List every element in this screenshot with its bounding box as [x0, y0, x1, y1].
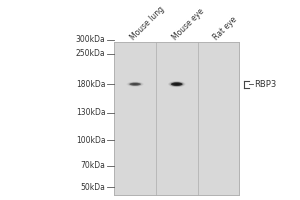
Ellipse shape	[171, 82, 182, 86]
Ellipse shape	[169, 81, 185, 87]
Ellipse shape	[129, 82, 142, 86]
Text: 250kDa: 250kDa	[76, 49, 105, 58]
Text: 300kDa: 300kDa	[76, 35, 105, 44]
Text: 100kDa: 100kDa	[76, 136, 105, 145]
Text: Mouse lung: Mouse lung	[129, 4, 166, 42]
Ellipse shape	[170, 82, 183, 86]
Ellipse shape	[130, 83, 140, 86]
Bar	[198, 42, 239, 195]
Text: Rat eye: Rat eye	[212, 15, 239, 42]
Bar	[156, 42, 198, 195]
Ellipse shape	[175, 83, 179, 85]
Text: 130kDa: 130kDa	[76, 108, 105, 117]
Ellipse shape	[171, 82, 182, 86]
Ellipse shape	[130, 83, 141, 86]
Ellipse shape	[131, 83, 139, 85]
Text: Mouse eye: Mouse eye	[170, 6, 206, 42]
Bar	[114, 42, 239, 195]
Ellipse shape	[134, 84, 136, 85]
Ellipse shape	[172, 83, 182, 86]
Bar	[114, 42, 156, 195]
Ellipse shape	[176, 84, 178, 85]
Ellipse shape	[127, 82, 143, 87]
Ellipse shape	[129, 83, 141, 86]
Ellipse shape	[133, 84, 137, 85]
Ellipse shape	[174, 83, 180, 85]
Ellipse shape	[169, 82, 184, 87]
Ellipse shape	[132, 83, 138, 85]
Text: 70kDa: 70kDa	[80, 161, 105, 170]
Text: 180kDa: 180kDa	[76, 80, 105, 89]
Text: 50kDa: 50kDa	[80, 183, 105, 192]
Ellipse shape	[173, 83, 181, 85]
Text: RBP3: RBP3	[254, 80, 276, 89]
Ellipse shape	[128, 82, 142, 86]
